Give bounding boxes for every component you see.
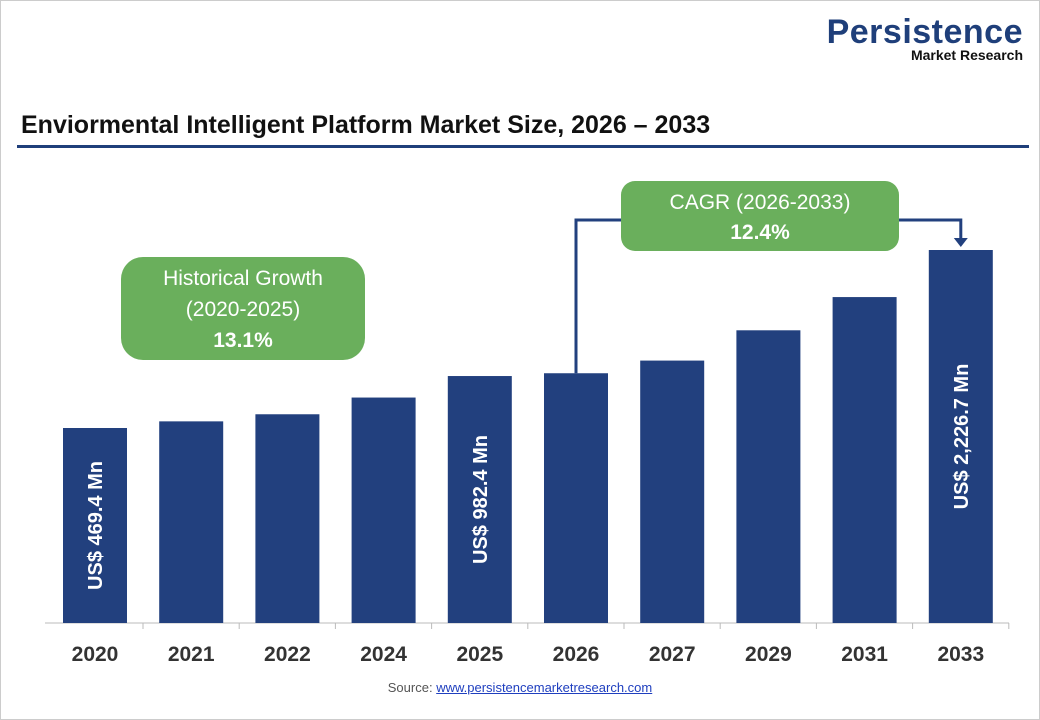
bar-2022 <box>255 414 320 623</box>
cagr-line: CAGR (2026-2033) <box>670 191 851 214</box>
historical-growth-line: Historical Growth <box>163 267 323 290</box>
x-tick-label: 2021 <box>168 643 215 666</box>
historical-growth-line: (2020-2025) <box>186 298 300 321</box>
bar-2031 <box>832 297 897 623</box>
cagr-line: 12.4% <box>730 221 790 244</box>
logo: Persistence Market Research <box>827 15 1023 63</box>
data-label-2025: US$ 982.4 Mn <box>470 435 492 564</box>
x-tick-label: 2031 <box>841 643 888 666</box>
cagr-callout <box>621 181 899 251</box>
bar-2029 <box>736 330 801 623</box>
data-label-2020: US$ 469.4 Mn <box>85 461 107 590</box>
historical-growth-callout <box>121 257 365 360</box>
bar-2020 <box>63 428 127 623</box>
historical-growth-line: 13.1% <box>213 329 273 352</box>
x-tick-label: 2025 <box>456 643 503 666</box>
source-line: Source: www.persistencemarketresearch.co… <box>1 680 1039 695</box>
bar-2025 <box>447 376 512 623</box>
title-divider <box>17 145 1029 148</box>
bar-2027 <box>640 360 705 623</box>
source-link[interactable]: www.persistencemarketresearch.com <box>436 680 653 695</box>
x-tick-label: 2027 <box>649 643 696 666</box>
logo-sub: Market Research <box>910 47 1023 63</box>
data-label-2033: US$ 2,226.7 Mn <box>951 364 973 510</box>
x-tick-label: 2033 <box>937 643 984 666</box>
x-tick-label: 2026 <box>553 643 600 666</box>
chart-title: Enviormental Intelligent Platform Market… <box>21 111 711 139</box>
x-tick-label: 2029 <box>745 643 792 666</box>
bar-2021 <box>159 421 224 623</box>
x-tick-label: 2022 <box>264 643 311 666</box>
x-tick-label: 2024 <box>360 643 407 666</box>
source-label: Source: <box>387 680 433 695</box>
x-tick-label: 2020 <box>72 643 119 666</box>
logo-brand: Persistence <box>826 13 1023 51</box>
bar-2033 <box>928 250 993 623</box>
bar-2026 <box>544 373 608 623</box>
cagr-arrowhead-icon <box>953 238 968 247</box>
bar-2024 <box>351 397 416 623</box>
